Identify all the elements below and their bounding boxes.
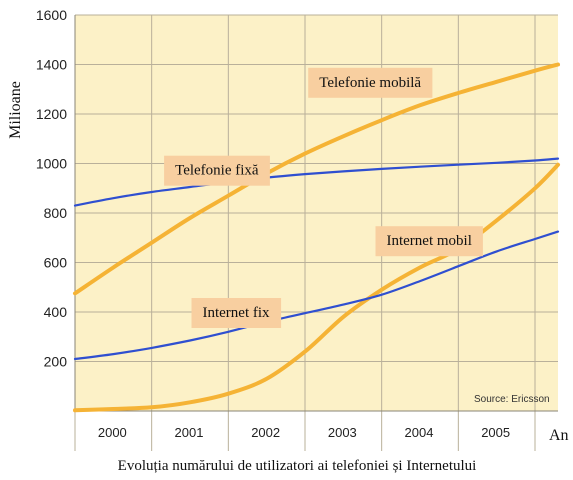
x-tick-labels: 2000 2001 2002 2003 2004 2005: [98, 425, 510, 440]
y-tick-label: 1600: [36, 7, 67, 23]
series-label-text: Internet mobil: [386, 233, 471, 249]
x-tick-label: 2003: [328, 425, 357, 440]
x-tick-label: 2004: [405, 425, 434, 440]
source-note: Source: Ericsson: [474, 394, 550, 405]
series-line-3: [73, 230, 560, 361]
x-tick-label: 2002: [251, 425, 280, 440]
y-tick-label: 200: [44, 354, 68, 370]
series-label-box: [375, 226, 483, 257]
series-labels: Telefonie mobilă Telefonie fixă Internet m…: [164, 67, 483, 328]
x-axis-title: An: [549, 427, 569, 444]
series-label-2: Internet mobil: [375, 226, 483, 257]
y-tick-label: 1400: [36, 57, 67, 73]
series-label-text: Telefonie fixă: [175, 163, 259, 179]
y-axis-title: Milioane: [7, 81, 24, 139]
series-line-1: [73, 157, 560, 207]
series-lines: [73, 62, 560, 413]
y-tick-label: 1000: [36, 156, 67, 172]
chart-caption: Evoluția numărului de utilizatori ai tel…: [118, 458, 477, 474]
series-label-text: Internet fix: [202, 305, 270, 321]
series-line-0: [73, 62, 560, 296]
series-label-3: Internet fix: [191, 298, 282, 328]
y-tick-label: 600: [44, 255, 68, 271]
series-label-box: [308, 67, 433, 98]
series-label-0: Telefonie mobilă: [308, 67, 433, 98]
x-tick-label: 2001: [175, 425, 204, 440]
y-tick-label: 1200: [36, 106, 67, 122]
y-tick-labels: 200 400 600 800 1000 1200 1400 1600: [36, 7, 67, 370]
series-label-text: Telefonie mobilă: [319, 75, 421, 91]
y-tick-label: 400: [44, 304, 68, 320]
x-tick-label: 2005: [481, 425, 510, 440]
series-label-box: [164, 155, 270, 186]
y-tick-label: 800: [44, 205, 68, 221]
series-line-2: [73, 162, 560, 413]
series-label-1: Telefonie fixă: [164, 155, 270, 186]
series-label-box: [191, 298, 282, 328]
x-tick-label: 2000: [98, 425, 127, 440]
